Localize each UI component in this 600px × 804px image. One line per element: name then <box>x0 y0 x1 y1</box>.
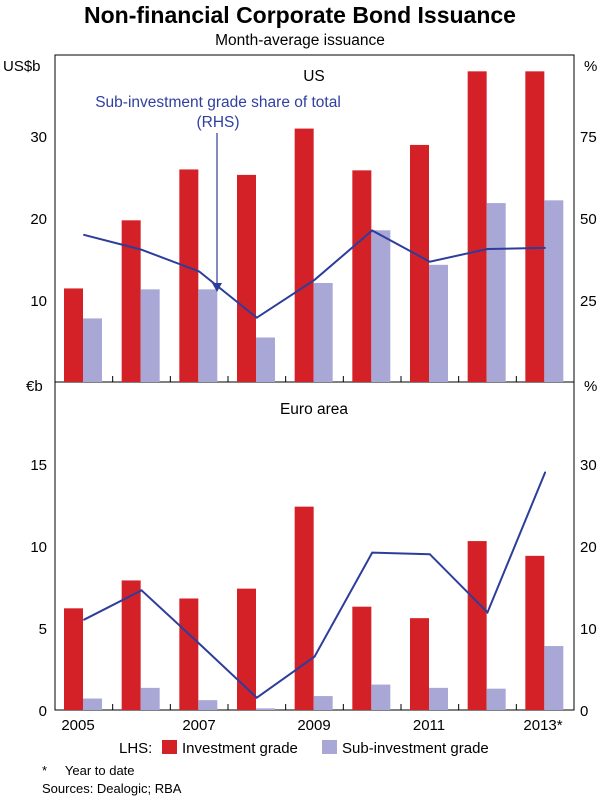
bar-sub-investment-grade <box>256 708 275 710</box>
chart-subtitle: Month-average issuance <box>215 32 385 49</box>
euro-right-tick-0: 0 <box>580 703 588 720</box>
us-left-tick-20: 20 <box>30 211 47 228</box>
bar-sub-investment-grade <box>371 684 391 710</box>
us-left-tick-10: 10 <box>30 293 47 310</box>
bar-investment-grade <box>294 128 314 382</box>
bar-investment-grade <box>525 555 545 710</box>
line-point-sub-investment-share <box>256 316 258 319</box>
bar-investment-grade <box>294 506 314 710</box>
line-point-sub-investment-share <box>371 229 373 232</box>
line-point-sub-investment-share <box>256 696 258 699</box>
us-annotation-arrow-head <box>212 283 222 292</box>
euro-panel-title: Euro area <box>280 401 348 418</box>
bar-sub-investment-grade <box>313 696 333 710</box>
line-point-sub-investment-share <box>486 611 489 614</box>
euro-right-tick-20: 20 <box>580 539 597 556</box>
us-right-tick-75: 75 <box>580 129 597 146</box>
bar-investment-grade <box>121 220 141 382</box>
footnote-ytd: * Year to date <box>42 763 135 778</box>
euro-left-tick-10: 10 <box>30 539 47 556</box>
bar-sub-investment-grade <box>486 203 506 382</box>
line-point-sub-investment-share <box>198 642 200 645</box>
bar-investment-grade <box>64 608 83 710</box>
us-annotation-line2: (RHS) <box>196 114 239 131</box>
x-tick-2013: 2013* <box>523 717 562 734</box>
bar-sub-investment-grade <box>544 200 564 382</box>
x-tick-2009: 2009 <box>297 717 330 734</box>
gridlines <box>112 376 517 710</box>
chart-title: Non-financial Corporate Bond Issuance <box>84 2 516 28</box>
us-left-tick-30: 30 <box>30 129 47 146</box>
bar-sub-investment-grade <box>198 700 218 710</box>
euro-right-unit: % <box>584 378 597 395</box>
bar-sub-investment-grade <box>140 687 160 710</box>
bar-investment-grade <box>121 580 141 710</box>
bar-sub-investment-grade <box>83 698 102 710</box>
bar-sub-investment-grade <box>429 264 448 382</box>
bar-sub-investment-grade <box>429 687 448 710</box>
bar-sub-investment-grade <box>313 282 333 382</box>
line-point-sub-investment-share <box>486 248 489 250</box>
bar-investment-grade <box>467 541 487 710</box>
us-right-unit: % <box>584 58 597 75</box>
legend-label-investment: Investment grade <box>182 740 298 757</box>
line-point-sub-investment-share <box>371 551 373 554</box>
line-point-sub-investment-share <box>544 247 546 249</box>
footnote-sources: Sources: Dealogic; RBA <box>42 781 182 796</box>
bar-investment-grade <box>352 170 372 382</box>
x-tick-2005: 2005 <box>61 717 94 734</box>
line-point-sub-investment-share <box>140 248 143 251</box>
bar-sub-investment-grade <box>198 289 218 382</box>
us-panel-title: US <box>303 68 325 85</box>
us-right-tick-50: 50 <box>580 211 597 228</box>
bar-investment-grade <box>237 588 256 710</box>
legend-prefix: LHS: <box>119 740 152 757</box>
bar-investment-grade <box>64 288 83 382</box>
bar-sub-investment-grade <box>544 646 564 710</box>
line-point-sub-investment-share <box>313 279 316 281</box>
legend-swatch-sub-investment <box>322 740 337 754</box>
euro-left-tick-5: 5 <box>39 621 47 638</box>
line-point-sub-investment-share <box>429 260 431 263</box>
euro-right-tick-10: 10 <box>580 621 597 638</box>
bar-investment-grade <box>410 618 429 710</box>
bar-sub-investment-grade <box>486 688 506 710</box>
bar-investment-grade <box>237 174 256 382</box>
line-point-sub-investment-share <box>429 553 431 555</box>
bar-investment-grade <box>179 169 199 382</box>
bar-sub-investment-grade <box>140 289 160 382</box>
bar-sub-investment-grade <box>371 230 391 382</box>
bar-sub-investment-grade <box>83 318 102 382</box>
bar-series <box>64 71 564 710</box>
us-annotation-line1: Sub-investment grade share of total <box>95 94 341 111</box>
line-point-sub-investment-share <box>83 619 85 621</box>
legend-swatch-investment <box>162 740 177 754</box>
legend-label-sub-investment: Sub-investment grade <box>342 740 489 757</box>
bar-sub-investment-grade <box>256 337 275 382</box>
line-point-sub-investment-share <box>544 471 546 474</box>
euro-left-tick-0: 0 <box>39 703 47 720</box>
line-point-sub-investment-share <box>313 655 316 658</box>
line-point-sub-investment-share <box>140 589 143 592</box>
euro-left-unit: €b <box>26 378 43 395</box>
x-tick-2011: 2011 <box>413 717 445 734</box>
x-tick-2007: 2007 <box>182 717 215 734</box>
bar-investment-grade <box>179 598 199 710</box>
euro-left-tick-15: 15 <box>30 457 47 474</box>
us-right-tick-25: 25 <box>580 293 597 310</box>
bar-investment-grade <box>352 606 372 710</box>
bar-investment-grade <box>525 71 545 382</box>
line-point-sub-investment-share <box>83 234 85 236</box>
line-point-sub-investment-share <box>198 270 200 273</box>
us-left-unit: US$b <box>3 58 41 75</box>
line-series <box>83 229 547 699</box>
bar-investment-grade <box>410 144 429 382</box>
euro-right-tick-30: 30 <box>580 457 597 474</box>
bar-investment-grade <box>467 71 487 382</box>
